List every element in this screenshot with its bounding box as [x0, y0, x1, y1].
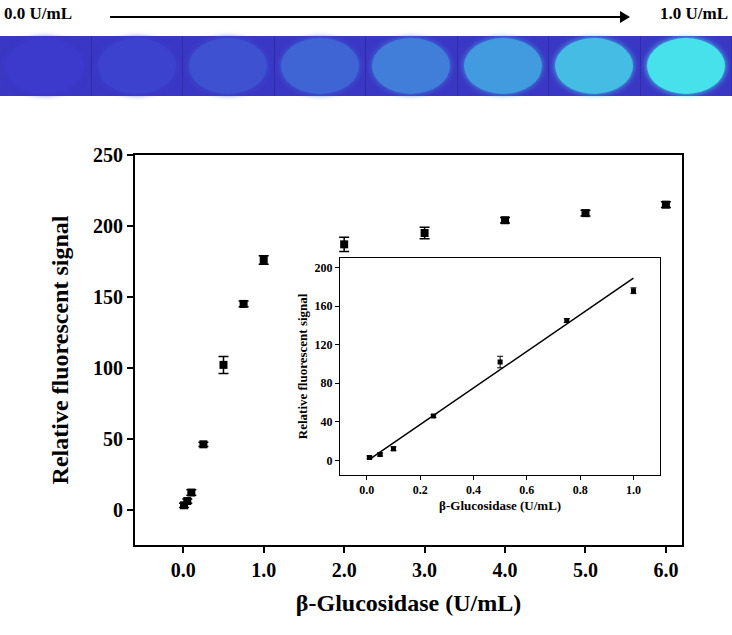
svg-text:4.0: 4.0: [493, 559, 518, 581]
svg-text:0.6: 0.6: [519, 483, 534, 497]
svg-text:5.0: 5.0: [573, 559, 598, 581]
svg-text:0: 0: [113, 499, 123, 521]
svg-text:160: 160: [315, 299, 333, 313]
html-text:1.0 U/mL: 1.0 U/mL: [660, 4, 728, 23]
svg-text:3.0: 3.0: [412, 559, 437, 581]
svg-text:50: 50: [103, 428, 123, 450]
svg-text:0.0: 0.0: [171, 559, 196, 581]
svg-text:Relative fluorescent signal: Relative fluorescent signal: [47, 215, 73, 484]
svg-text:100: 100: [93, 357, 123, 379]
svg-text:0.8: 0.8: [573, 483, 588, 497]
svg-text:β-Glucosidase (U/mL): β-Glucosidase (U/mL): [296, 590, 521, 616]
svg-text:0.0: 0.0: [359, 483, 374, 497]
svg-text:200: 200: [93, 215, 123, 237]
svg-text:Relative fluorescent signal: Relative fluorescent signal: [295, 293, 310, 439]
html-text:0.0 U/mL: 0.0 U/mL: [4, 4, 72, 23]
svg-text:0.4: 0.4: [466, 483, 481, 497]
svg-text:250: 250: [93, 144, 123, 166]
svg-text:150: 150: [93, 286, 123, 308]
svg-text:200: 200: [315, 261, 333, 275]
svg-text:1.0: 1.0: [251, 559, 276, 581]
svg-text:6.0: 6.0: [653, 559, 678, 581]
svg-text:2.0: 2.0: [332, 559, 357, 581]
svg-text:β-Glucosidase (U/mL): β-Glucosidase (U/mL): [439, 498, 561, 513]
svg-text:40: 40: [321, 415, 333, 429]
svg-text:0.2: 0.2: [413, 483, 428, 497]
svg-text:1.0: 1.0: [626, 483, 641, 497]
svg-text:80: 80: [321, 376, 333, 390]
svg-text:120: 120: [315, 338, 333, 352]
svg-text:0: 0: [327, 454, 333, 468]
